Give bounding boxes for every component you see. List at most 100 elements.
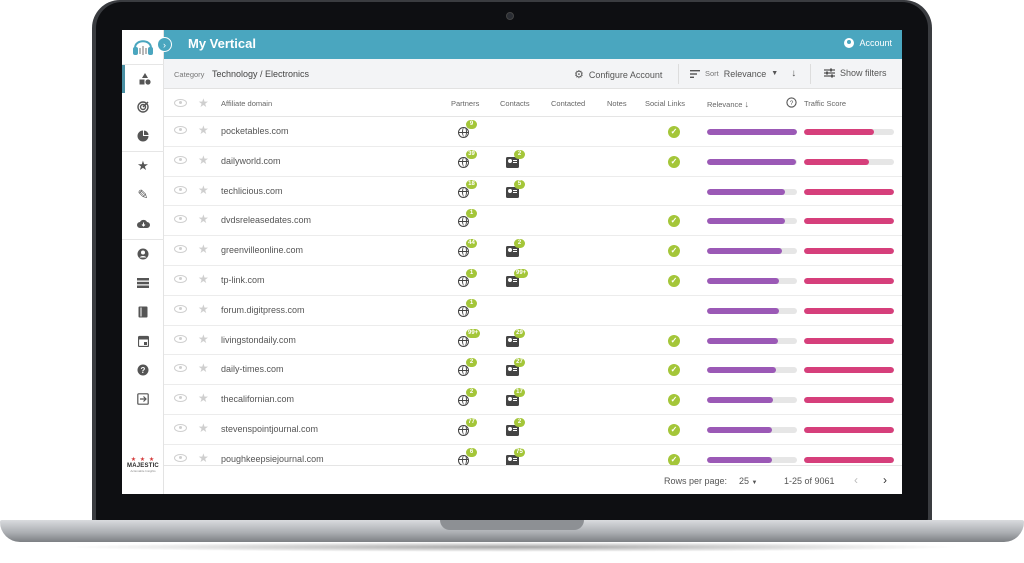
contact-card-icon[interactable] bbox=[506, 454, 519, 465]
globe-icon[interactable] bbox=[458, 216, 469, 228]
col-traffic-score[interactable]: Traffic Score bbox=[804, 99, 847, 108]
contact-card-icon[interactable] bbox=[506, 186, 519, 198]
sidebar-item-shapes[interactable] bbox=[122, 65, 164, 93]
globe-icon[interactable] bbox=[458, 127, 469, 138]
star-icon[interactable]: ★ bbox=[198, 420, 209, 435]
table-row[interactable]: ★ livingstondaily.com 99+ 29 ✓ bbox=[164, 326, 902, 356]
star-icon[interactable]: ★ bbox=[198, 391, 209, 406]
eye-icon[interactable] bbox=[174, 364, 187, 373]
sidebar-item-list[interactable] bbox=[122, 269, 164, 297]
table-row[interactable]: ★ daily-times.com 2 27 ✓ bbox=[164, 355, 902, 386]
contact-card-icon[interactable] bbox=[506, 395, 519, 407]
affiliate-domain[interactable]: pocketables.com bbox=[221, 126, 289, 136]
sidebar-item-book[interactable] bbox=[122, 298, 164, 326]
star-icon[interactable]: ★ bbox=[198, 242, 209, 257]
contact-card-icon[interactable] bbox=[506, 156, 519, 168]
sidebar-item-calendar[interactable] bbox=[122, 327, 164, 355]
col-affiliate-domain[interactable]: Affiliate domain bbox=[221, 99, 273, 108]
eye-icon[interactable] bbox=[174, 215, 187, 224]
sidebar-item-logout[interactable] bbox=[122, 385, 164, 413]
globe-icon[interactable] bbox=[458, 335, 469, 347]
globe-icon[interactable] bbox=[458, 156, 469, 168]
sidebar-item-favorites[interactable]: ★ bbox=[122, 152, 164, 180]
table-row[interactable]: ★ techlicious.com 18 5 bbox=[164, 177, 902, 207]
sidebar-toggle-button[interactable]: › bbox=[157, 37, 172, 52]
sidebar-item-account[interactable] bbox=[122, 240, 164, 268]
contact-card-icon[interactable] bbox=[506, 275, 519, 287]
eye-icon[interactable] bbox=[174, 126, 187, 134]
eye-icon[interactable] bbox=[174, 245, 187, 254]
table-row[interactable]: ★ pocketables.com 9 ✓ bbox=[164, 117, 902, 147]
next-page-button[interactable]: › bbox=[883, 473, 887, 487]
col-notes[interactable]: Notes bbox=[607, 99, 627, 108]
sort-direction-icon[interactable]: ↓ bbox=[791, 68, 797, 79]
affiliate-domain[interactable]: thecalifornian.com bbox=[221, 394, 295, 405]
table-row[interactable]: ★ greenvilleonline.com 44 2 ✓ bbox=[164, 236, 902, 266]
star-icon[interactable]: ★ bbox=[198, 212, 209, 227]
star-icon[interactable]: ★ bbox=[198, 123, 209, 137]
affiliate-domain[interactable]: stevenspointjournal.com bbox=[221, 423, 319, 434]
affiliate-domain[interactable]: dailyworld.com bbox=[221, 155, 281, 166]
col-contacts[interactable]: Contacts bbox=[500, 99, 530, 108]
star-icon[interactable]: ★ bbox=[198, 361, 209, 376]
sidebar-item-help[interactable]: ? bbox=[122, 356, 164, 384]
category-value[interactable]: Technology / Electronics bbox=[212, 69, 310, 79]
affiliate-domain[interactable]: forum.digitpress.com bbox=[221, 304, 305, 315]
star-icon[interactable]: ★ bbox=[198, 301, 209, 316]
contact-card-icon[interactable] bbox=[506, 335, 519, 347]
eye-icon[interactable] bbox=[174, 304, 187, 313]
account-button[interactable]: Account bbox=[844, 38, 892, 48]
table-row[interactable]: ★ tp-link.com 1 99+ ✓ bbox=[164, 266, 902, 296]
globe-icon[interactable] bbox=[458, 424, 469, 436]
star-icon[interactable]: ★ bbox=[198, 182, 209, 197]
show-filters-button[interactable]: Show filters bbox=[824, 68, 887, 78]
affiliate-domain[interactable]: daily-times.com bbox=[221, 364, 284, 375]
eye-icon[interactable] bbox=[174, 155, 187, 164]
affiliate-domain[interactable]: dvdsreleasedates.com bbox=[221, 215, 312, 226]
eye-icon[interactable] bbox=[174, 394, 187, 403]
sidebar-item-edit[interactable]: ✎ bbox=[122, 181, 164, 209]
affiliate-domain[interactable]: techlicious.com bbox=[221, 185, 283, 196]
star-icon[interactable]: ★ bbox=[198, 331, 209, 346]
globe-icon[interactable] bbox=[458, 246, 469, 258]
eye-icon[interactable] bbox=[174, 334, 187, 343]
table-row[interactable]: ★ dvdsreleasedates.com 1 ✓ bbox=[164, 206, 902, 237]
affiliate-domain[interactable]: poughkeepsiejournal.com bbox=[221, 453, 324, 464]
contact-card-icon[interactable] bbox=[506, 424, 519, 436]
rows-per-page-select[interactable]: 25 ▼ bbox=[739, 476, 757, 486]
prev-page-button[interactable]: ‹ bbox=[854, 473, 858, 487]
sidebar-item-download[interactable] bbox=[122, 210, 164, 238]
eye-icon[interactable] bbox=[174, 185, 187, 194]
globe-icon[interactable] bbox=[458, 305, 469, 317]
col-social-links[interactable]: Social Links bbox=[645, 99, 686, 108]
globe-icon[interactable] bbox=[458, 275, 469, 287]
affiliate-domain[interactable]: tp-link.com bbox=[221, 274, 265, 285]
table-row[interactable]: ★ dailyworld.com 39 2 ✓ bbox=[164, 147, 902, 177]
help-circle-icon[interactable]: ? bbox=[786, 97, 797, 110]
globe-icon[interactable] bbox=[458, 365, 469, 377]
table-row[interactable]: ★ forum.digitpress.com 1 bbox=[164, 296, 902, 326]
eye-icon[interactable] bbox=[174, 423, 187, 432]
globe-icon[interactable] bbox=[458, 395, 469, 407]
configure-account-button[interactable]: ⚙ Configure Account bbox=[574, 68, 662, 81]
star-icon[interactable]: ★ bbox=[198, 271, 209, 286]
col-partners[interactable]: Partners bbox=[451, 99, 480, 108]
sidebar-item-radar[interactable] bbox=[122, 93, 164, 121]
table-row[interactable]: ★ thecalifornian.com 2 17 ✓ bbox=[164, 385, 902, 415]
sidebar-item-pie[interactable] bbox=[122, 122, 164, 150]
star-icon[interactable]: ★ bbox=[198, 450, 209, 465]
col-relevance[interactable]: Relevance ↓ bbox=[707, 99, 749, 109]
table-row[interactable]: ★ stevenspointjournal.com 77 2 ✓ bbox=[164, 415, 902, 445]
contact-card-icon[interactable] bbox=[506, 365, 519, 377]
contact-card-icon[interactable] bbox=[506, 246, 519, 258]
affiliate-domain[interactable]: livingstondaily.com bbox=[221, 334, 296, 345]
globe-icon[interactable] bbox=[458, 454, 469, 465]
eye-icon[interactable] bbox=[174, 274, 187, 283]
affiliate-domain[interactable]: greenvilleonline.com bbox=[221, 245, 304, 256]
col-contacted[interactable]: Contacted bbox=[551, 99, 586, 108]
eye-icon[interactable] bbox=[174, 453, 187, 462]
sort-control[interactable]: Sort Relevance ▼ ↓ bbox=[690, 68, 796, 79]
table-row[interactable]: ★ poughkeepsiejournal.com 6 75 ✓ bbox=[164, 445, 902, 465]
star-icon[interactable]: ★ bbox=[198, 152, 209, 167]
globe-icon[interactable] bbox=[458, 186, 469, 198]
